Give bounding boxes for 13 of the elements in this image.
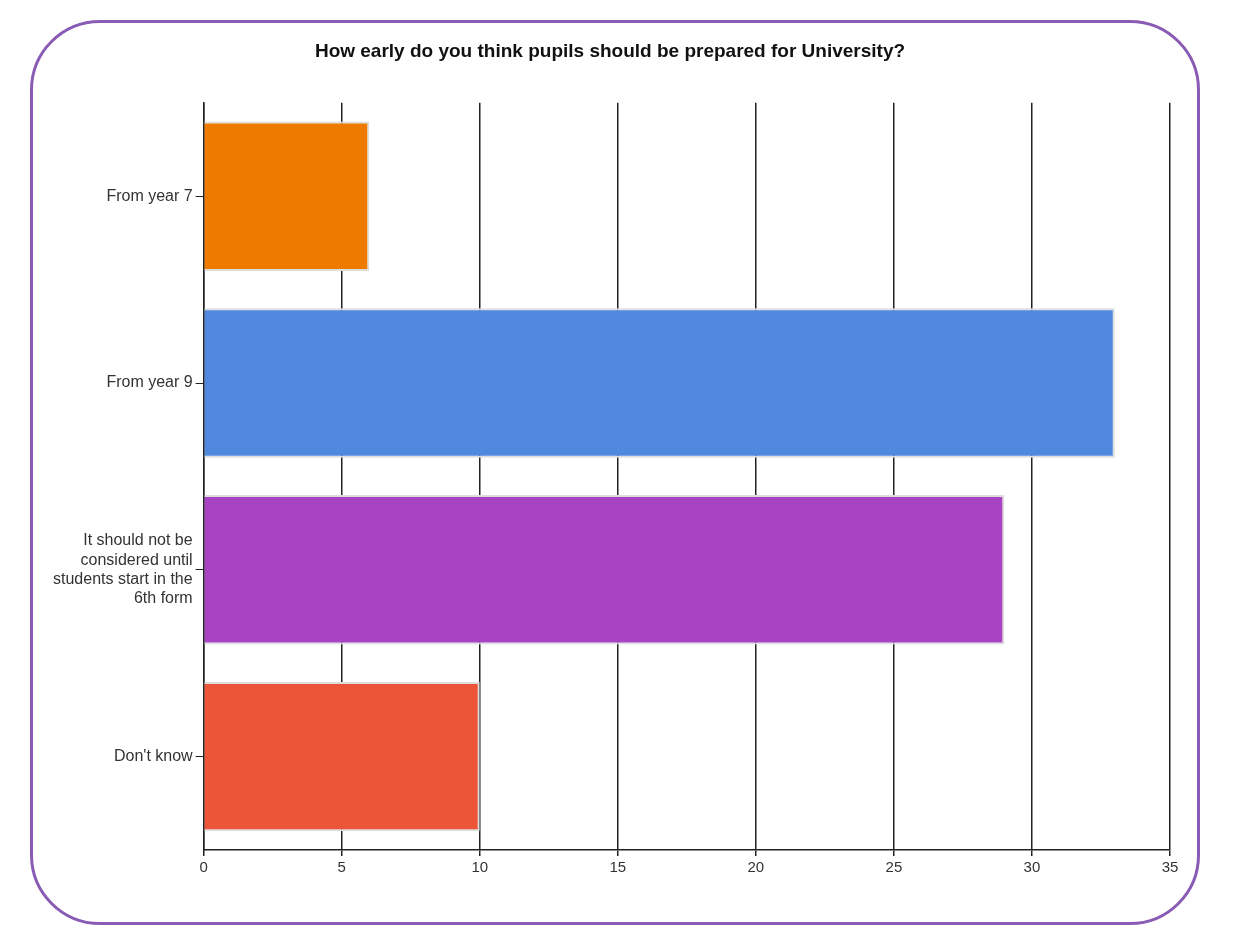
x-tick-label: 20: [747, 858, 765, 876]
chart-title: How early do you think pupils should be prepared for University?: [314, 39, 906, 61]
x-tick-label: 30: [1023, 858, 1041, 876]
y-tick-label: Don't know: [113, 747, 194, 765]
x-tick-label: 35: [1161, 858, 1179, 876]
x-tick-label: 15: [609, 858, 627, 876]
y-tick-label: From year 7: [106, 186, 193, 204]
x-tick-label: 10: [471, 858, 489, 876]
x-tick-label: 5: [337, 858, 346, 876]
x-tick-label: 25: [885, 858, 903, 876]
y-tick-label: From year 9: [106, 373, 193, 391]
x-tick-label: 0: [199, 858, 208, 876]
y-tick-label: It should not be considered until students start in the 6th form: [52, 531, 193, 607]
